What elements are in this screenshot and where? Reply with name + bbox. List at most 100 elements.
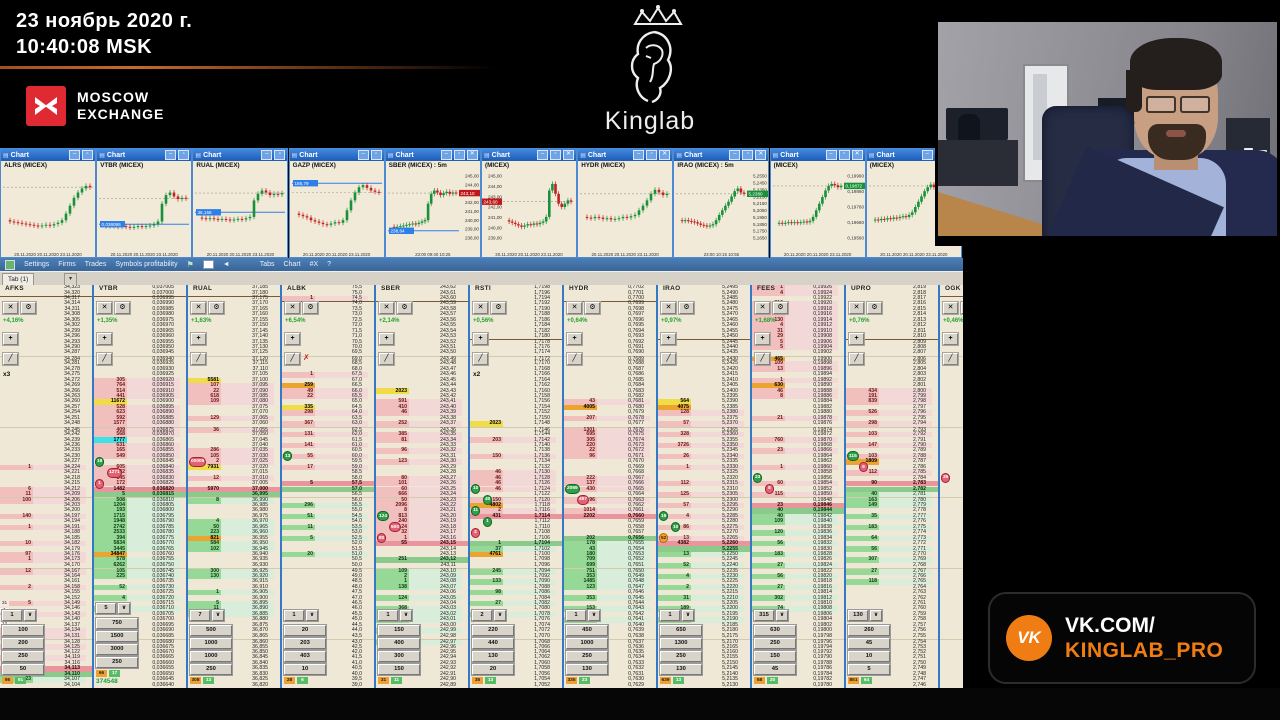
dom-row[interactable]: 821 36,955 bbox=[188, 535, 280, 541]
dom-row[interactable]: 0,19826 bbox=[752, 557, 844, 563]
add-button[interactable]: + bbox=[943, 333, 958, 345]
dom-row[interactable]: 34,317 bbox=[0, 295, 92, 301]
dom-row[interactable]: 54,0 bbox=[282, 518, 374, 524]
settings-gear-button[interactable]: ⚙ bbox=[867, 302, 882, 314]
dom-row[interactable]: 0,036955 bbox=[94, 339, 186, 345]
maximize-button[interactable]: ▫ bbox=[646, 150, 658, 160]
dom-row[interactable]: 1 74,5 bbox=[282, 295, 374, 303]
preset-button[interactable]: 630 bbox=[753, 624, 797, 637]
dom-row[interactable]: 1482 0,036820 bbox=[94, 486, 186, 492]
dom-row[interactable]: 5,2415 bbox=[658, 371, 750, 377]
dom-row[interactable]: 1,7172 bbox=[470, 355, 562, 362]
dom-row[interactable]: 165 0,036855 bbox=[94, 448, 186, 454]
dom-row[interactable]: 34,218 bbox=[0, 475, 92, 481]
preset-button[interactable]: 300 bbox=[377, 650, 421, 663]
dom-row[interactable]: 0,7633 bbox=[564, 660, 656, 666]
dom-row[interactable]: 49,0 bbox=[282, 573, 374, 579]
preset-button[interactable]: 150 bbox=[377, 663, 421, 676]
dom-row[interactable]: 1 0,19892 bbox=[752, 377, 844, 384]
dom-row[interactable]: 7931 37,020 bbox=[188, 464, 280, 471]
dom-row[interactable]: 1,7056 bbox=[470, 671, 562, 677]
dom-row[interactable]: 20 51,0 bbox=[282, 551, 374, 558]
dom-row[interactable]: 259 66,5 bbox=[282, 382, 374, 389]
quantity-dropdown[interactable]: ∨ bbox=[869, 609, 883, 622]
dom-row[interactable]: 58,5 bbox=[282, 469, 374, 475]
dom-row[interactable]: 2,816 bbox=[846, 301, 938, 307]
dom-row[interactable]: 34,161 bbox=[0, 578, 92, 584]
dom-row[interactable]: 0,7631 bbox=[564, 671, 656, 677]
dom-row[interactable]: 243,33 bbox=[376, 442, 468, 448]
dom-row[interactable]: 243,31 bbox=[376, 453, 468, 459]
minimize-button[interactable]: – bbox=[69, 150, 80, 160]
dom-row[interactable]: 0,5295 bbox=[940, 638, 963, 645]
dom-row[interactable]: 37 1,7102 bbox=[470, 546, 562, 552]
dom-row[interactable]: 431 1,7114 bbox=[470, 513, 562, 520]
dom-row[interactable]: 2,754 bbox=[846, 638, 938, 645]
dom-row[interactable]: 145 0,036830 bbox=[94, 475, 186, 482]
dom-row[interactable]: 0,19882 bbox=[752, 404, 844, 410]
dom-row[interactable]: 102 36,945 bbox=[188, 546, 280, 552]
dom-row[interactable]: 242,92 bbox=[376, 666, 468, 672]
dom-row[interactable]: 50,5 bbox=[282, 557, 374, 563]
dom-row[interactable]: 0,19790 bbox=[752, 655, 844, 661]
settings-gear-button[interactable]: ⚙ bbox=[773, 302, 788, 314]
dom-row[interactable]: 207 0,7678 bbox=[564, 415, 656, 422]
dom-row[interactable]: 0,7657 bbox=[564, 529, 656, 535]
dom-row[interactable]: 353 0,7645 bbox=[564, 595, 656, 601]
dom-row[interactable]: 243,49 bbox=[376, 355, 468, 362]
dom-row[interactable]: 45,0 bbox=[282, 616, 374, 622]
dom-row[interactable]: 2533 0,036780 bbox=[94, 529, 186, 536]
dom-row[interactable]: 0,7693 bbox=[564, 333, 656, 339]
minimize-button[interactable]: – bbox=[633, 150, 645, 160]
dom-row[interactable]: 0,7664 bbox=[564, 491, 656, 497]
minimize-button[interactable]: – bbox=[165, 150, 177, 160]
dom-row[interactable]: 58,0 bbox=[282, 475, 374, 481]
draw-tool-button[interactable]: ╱ bbox=[285, 353, 300, 365]
dom-row[interactable]: 0,7629 bbox=[564, 682, 656, 688]
preset-button[interactable]: 750 bbox=[95, 617, 139, 630]
dom-row[interactable]: 34,233 bbox=[0, 448, 92, 454]
dom-row[interactable]: 1301 0,7676 bbox=[564, 426, 656, 434]
dom-row[interactable]: 1 34,191 bbox=[0, 524, 92, 531]
dom-row[interactable]: 0,036945 bbox=[94, 350, 186, 356]
dom-row[interactable]: 5,2355 bbox=[658, 437, 750, 443]
dom-row[interactable]: 298 2,794 bbox=[846, 420, 938, 427]
dom-row[interactable]: 618 37,085 bbox=[188, 393, 280, 400]
dom-row[interactable]: 0,19782 bbox=[752, 676, 844, 682]
dom-row[interactable]: 36,915 bbox=[188, 578, 280, 584]
dom-row[interactable]: 1777 0,036865 bbox=[94, 437, 186, 443]
dom-row[interactable]: 5,2130 bbox=[658, 682, 750, 688]
settings-gear-button[interactable]: ⚙ bbox=[115, 302, 130, 314]
dom-row[interactable]: 0,036715 bbox=[94, 600, 186, 606]
preset-button[interactable]: 45 bbox=[753, 663, 797, 676]
dom-row[interactable]: 0,036965 bbox=[94, 328, 186, 334]
dom-row[interactable]: 12 37,010 bbox=[188, 475, 280, 482]
preset-button[interactable]: 20 bbox=[471, 663, 515, 676]
dom-row[interactable]: 760 0,19870 bbox=[752, 437, 844, 443]
dom-row[interactable]: 1 1,7104 bbox=[470, 540, 562, 547]
dom-row[interactable]: 50,0 bbox=[282, 562, 374, 568]
dom-row[interactable]: 0,7638 bbox=[564, 633, 656, 639]
dom-row[interactable]: 57 5,2370 bbox=[658, 420, 750, 427]
quantity-button[interactable]: 1 bbox=[565, 609, 587, 622]
dom-row[interactable]: 56 0,19820 bbox=[752, 573, 844, 580]
quantity-button[interactable]: 1 bbox=[659, 609, 681, 622]
dom-row[interactable]: 202 0,7656 bbox=[564, 535, 656, 541]
dom-row[interactable]: 243,29 bbox=[376, 464, 468, 470]
dom-row[interactable]: 1,7122 bbox=[470, 491, 562, 497]
dom-row[interactable]: 43 0,7654 bbox=[564, 546, 656, 552]
dom-row[interactable]: 1,7060 bbox=[470, 660, 562, 666]
dom-row[interactable]: 5,2165 bbox=[658, 644, 750, 650]
dom-row[interactable]: 5,2160 bbox=[658, 649, 750, 655]
dom-row[interactable]: 242,91 bbox=[376, 671, 468, 677]
dom-row[interactable]: 46,0 bbox=[282, 606, 374, 612]
dom-row[interactable]: 0,19818 bbox=[752, 578, 844, 584]
dom-row[interactable]: 34,272 bbox=[0, 377, 92, 383]
dom-row[interactable]: 43 0,7681 bbox=[564, 399, 656, 405]
dom-row[interactable]: 22 37,090 bbox=[188, 388, 280, 394]
dom-row[interactable]: 46 243,39 bbox=[376, 410, 468, 416]
dom-row[interactable]: 36,870 bbox=[188, 627, 280, 633]
draw-tool-button[interactable]: ╱ bbox=[755, 353, 770, 365]
dom-row[interactable]: 68,0 bbox=[282, 366, 374, 372]
dom-row[interactable]: 0,036735 bbox=[94, 578, 186, 584]
